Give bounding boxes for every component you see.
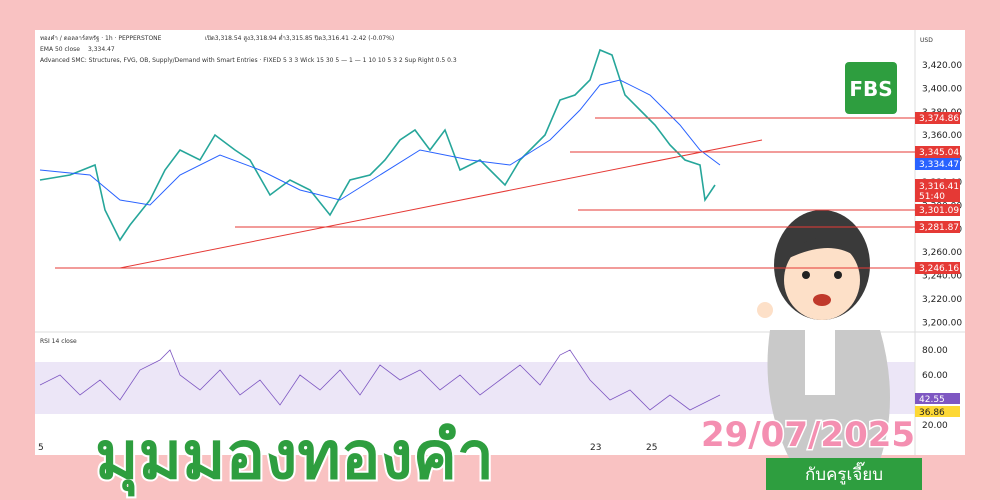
rsi-tick: 60.00	[922, 371, 948, 381]
price-tick: 3,260.00	[922, 248, 962, 258]
logo: FBS	[849, 77, 892, 101]
level-tag	[915, 221, 960, 233]
ema-tag	[915, 158, 960, 170]
chart-texts: ทองคำ / ดอลลาร์สหรัฐ · 1h · PEPPERSTONE …	[40, 34, 933, 345]
rsi-value: 42.55	[919, 395, 945, 405]
price-tick: 3,220.00	[922, 295, 962, 305]
ema-value: 3,334.47	[88, 46, 115, 53]
level-label: 3,374.86	[919, 114, 959, 124]
price-tag	[915, 179, 960, 202]
headline: มุมมองทองคำ	[95, 417, 494, 497]
rsi-label: RSI 14 close	[40, 338, 77, 345]
countdown: 51:40	[919, 192, 945, 202]
currency: USD	[920, 37, 933, 44]
level-label: 3,246.16	[919, 264, 959, 274]
price-tick: 3,400.00	[922, 84, 962, 94]
indicator: Advanced SMC: Structures, FVG, OB, Suppl…	[40, 57, 457, 64]
level-tag	[915, 146, 960, 158]
trendline	[119, 139, 763, 269]
rsi-ma-tag	[915, 406, 960, 417]
level-label: 3,281.87	[919, 223, 959, 233]
rsi-ma: 36.86	[919, 408, 945, 418]
price-tick: 3,240.00	[922, 272, 962, 282]
price-tick: 3,360.00	[922, 131, 962, 141]
ema-line	[39, 79, 721, 206]
rsi-tick: 80.00	[922, 346, 948, 356]
time-tick: 23	[590, 443, 601, 453]
subtitle: กับครูเจี๊ยบ	[805, 461, 883, 485]
price-label: 3,316.41	[919, 182, 959, 192]
date: 29/07/2025	[701, 415, 915, 455]
subtitle-box	[766, 458, 922, 490]
ema-label: EMA 50 close	[40, 46, 80, 53]
rsi-tag	[915, 393, 960, 404]
time-tick: 5	[38, 443, 44, 453]
ema-tag-label: 3,334.47	[919, 160, 959, 170]
level-label: 3,301.09	[919, 206, 959, 216]
price-line	[39, 48, 716, 242]
level-tag	[915, 262, 960, 274]
level-tag	[915, 112, 960, 124]
rsi-line	[39, 349, 721, 411]
price-tick: 3,200.00	[922, 318, 962, 328]
character	[757, 210, 890, 460]
level-tag	[915, 204, 960, 216]
rsi-tick: 20.00	[922, 421, 948, 431]
symbol: ทองคำ / ดอลลาร์สหรัฐ · 1h · PEPPERSTONE	[40, 34, 162, 42]
level-label: 3,345.04	[919, 148, 959, 158]
ohlc: เปิด3,318.54 สูง3,318.94 ต่ำ3,315.85 ปิด…	[205, 34, 394, 42]
logo-box	[845, 62, 897, 114]
price-tick: 3,420.00	[922, 61, 962, 71]
time-tick: 25	[646, 443, 657, 453]
